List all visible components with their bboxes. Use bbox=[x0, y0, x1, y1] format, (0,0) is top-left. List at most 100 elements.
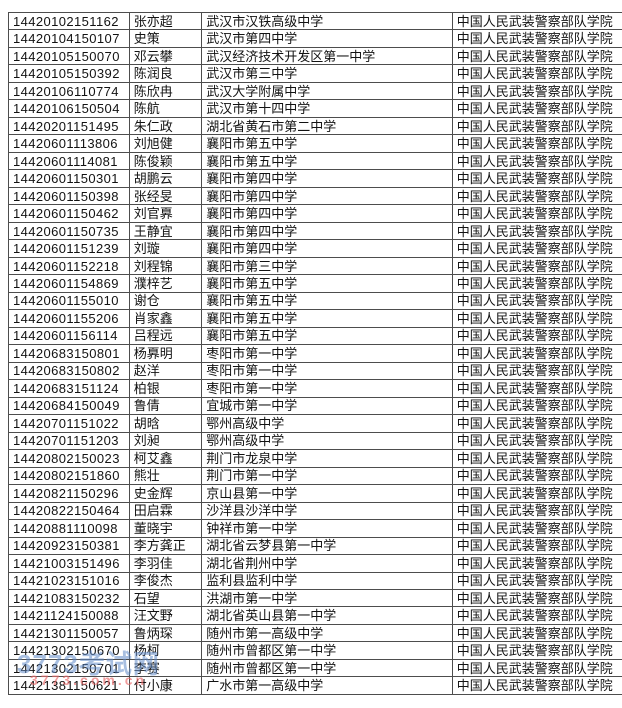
name-cell: 陈欣冉 bbox=[128, 81, 203, 101]
name-cell: 肖家鑫 bbox=[128, 309, 203, 328]
candidate-id-cell: 14420106150504 bbox=[8, 99, 130, 118]
school-cell: 荆门市龙泉中学 bbox=[201, 449, 453, 468]
college-cell: 中国人民武装警察部队学院 bbox=[451, 239, 622, 258]
name-cell: 陈航 bbox=[128, 99, 203, 118]
school-cell: 湖北省黄石市第二中学 bbox=[201, 116, 453, 136]
name-cell: 史策 bbox=[128, 29, 203, 48]
school-cell: 武汉经济技术开发区第一中学 bbox=[201, 46, 453, 66]
table-row: 14420601155010 谢仓 襄阳市第五中学 中国人民武装警察部队学院 bbox=[8, 291, 622, 311]
table-row: 14421023151016 李俊杰 监利县监利中学 中国人民武装警察部队学院 bbox=[8, 571, 622, 590]
college-cell: 中国人民武装警察部队学院 bbox=[451, 658, 622, 678]
school-cell: 湖北省云梦县第一中学 bbox=[201, 536, 453, 556]
candidate-id-cell: 14420601155206 bbox=[8, 309, 130, 328]
college-cell: 中国人民武装警察部队学院 bbox=[451, 64, 622, 83]
candidate-id-cell: 14420822150464 bbox=[8, 501, 130, 521]
table-row: 14420683150801 杨奡明 枣阳市第一中学 中国人民武装警察部队学院 bbox=[8, 344, 622, 363]
college-cell: 中国人民武装警察部队学院 bbox=[451, 379, 622, 398]
school-cell: 鄂州高级中学 bbox=[201, 431, 453, 451]
college-cell: 中国人民武装警察部队学院 bbox=[451, 116, 622, 136]
school-cell: 枣阳市第一中学 bbox=[201, 361, 453, 381]
candidate-id-cell: 14420102151162 bbox=[8, 11, 130, 31]
candidate-id-cell: 14420683150802 bbox=[8, 361, 130, 381]
table-row: 14421003151496 李羽佳 湖北省荆州中学 中国人民武装警察部队学院 bbox=[8, 554, 622, 573]
candidate-id-cell: 14421381150621 bbox=[8, 676, 130, 695]
college-cell: 中国人民武装警察部队学院 bbox=[451, 309, 622, 328]
candidate-id-cell: 14420601150398 bbox=[8, 186, 130, 206]
table-row: 14421083150232 石望 洪湖市第一中学 中国人民武装警察部队学院 bbox=[8, 588, 622, 608]
college-cell: 中国人民武装警察部队学院 bbox=[451, 326, 622, 346]
name-cell: 石望 bbox=[128, 588, 203, 608]
college-cell: 中国人民武装警察部队学院 bbox=[451, 554, 622, 573]
candidate-id-cell: 14421003151496 bbox=[8, 554, 130, 573]
table-row: 14420601152218 刘程锦 襄阳市第三中学 中国人民武装警察部队学院 bbox=[8, 256, 622, 276]
name-cell: 李俊杰 bbox=[128, 571, 203, 590]
college-cell: 中国人民武装警察部队学院 bbox=[451, 29, 622, 48]
name-cell: 刘程锦 bbox=[128, 256, 203, 276]
school-cell: 襄阳市第四中学 bbox=[201, 169, 453, 188]
school-cell: 襄阳市第五中学 bbox=[201, 134, 453, 153]
name-cell: 胡鹏云 bbox=[128, 169, 203, 188]
college-cell: 中国人民武装警察部队学院 bbox=[451, 344, 622, 363]
college-cell: 中国人民武装警察部队学院 bbox=[451, 204, 622, 223]
candidate-id-cell: 14420105150392 bbox=[8, 64, 130, 83]
table-row: 14420601114081 陈俊颖 襄阳市第五中学 中国人民武装警察部队学院 bbox=[8, 151, 622, 171]
name-cell: 刘旭健 bbox=[128, 134, 203, 153]
candidate-id-cell: 14420701151203 bbox=[8, 431, 130, 451]
name-cell: 张亦超 bbox=[128, 11, 203, 31]
candidate-id-cell: 14420802150023 bbox=[8, 449, 130, 468]
name-cell: 陈润良 bbox=[128, 64, 203, 83]
name-cell: 杨柯 bbox=[128, 641, 203, 660]
school-cell: 宜城市第一中学 bbox=[201, 396, 453, 416]
candidate-id-cell: 14420923150381 bbox=[8, 536, 130, 556]
table-row: 14420601156114 吕程远 襄阳市第五中学 中国人民武装警察部队学院 bbox=[8, 326, 622, 346]
table-row: 14420105150392 陈润良 武汉市第三中学 中国人民武装警察部队学院 bbox=[8, 64, 622, 83]
table-row: 14420802150023 柯艾鑫 荆门市龙泉中学 中国人民武装警察部队学院 bbox=[8, 449, 622, 468]
table-row: 14420201151495 朱仁政 湖北省黄石市第二中学 中国人民武装警察部队学院 bbox=[8, 116, 622, 136]
table-row: 14420601150735 王静宜 襄阳市第四中学 中国人民武装警察部队学院 bbox=[8, 221, 622, 241]
college-cell: 中国人民武装警察部队学院 bbox=[451, 81, 622, 101]
candidate-id-cell: 14420701151022 bbox=[8, 414, 130, 433]
candidate-id-cell: 14420104150107 bbox=[8, 29, 130, 48]
candidate-id-cell: 14420601151239 bbox=[8, 239, 130, 258]
college-cell: 中国人民武装警察部队学院 bbox=[451, 606, 622, 625]
table-row: 14420601113806 刘旭健 襄阳市第五中学 中国人民武装警察部队学院 bbox=[8, 134, 622, 153]
candidate-id-cell: 14420601154869 bbox=[8, 274, 130, 293]
name-cell: 杨奡明 bbox=[128, 344, 203, 363]
table-row: 14421381150621 付小康 广水市第一高级中学 中国人民武装警察部队学院 bbox=[8, 676, 622, 695]
school-cell: 随州市第一高级中学 bbox=[201, 623, 453, 643]
candidate-id-cell: 14420683150801 bbox=[8, 344, 130, 363]
college-cell: 中国人民武装警察部队学院 bbox=[451, 676, 622, 695]
table-row: 14420105150070 邓云攀 武汉经济技术开发区第一中学 中国人民武装警察部队… bbox=[8, 46, 622, 66]
name-cell: 刘璇 bbox=[128, 239, 203, 258]
name-cell: 鲁倩 bbox=[128, 396, 203, 416]
college-cell: 中国人民武装警察部队学院 bbox=[451, 466, 622, 486]
table-row: 14420601155206 肖家鑫 襄阳市第五中学 中国人民武装警察部队学院 bbox=[8, 309, 622, 328]
school-cell: 监利县监利中学 bbox=[201, 571, 453, 590]
name-cell: 吕程远 bbox=[128, 326, 203, 346]
school-cell: 襄阳市第五中学 bbox=[201, 326, 453, 346]
college-cell: 中国人民武装警察部队学院 bbox=[451, 396, 622, 416]
college-cell: 中国人民武装警察部队学院 bbox=[451, 291, 622, 311]
table-row: 14420881110098 董晓宇 钟祥市第一中学 中国人民武装警察部队学院 bbox=[8, 519, 622, 538]
name-cell: 汪文野 bbox=[128, 606, 203, 625]
name-cell: 柏银 bbox=[128, 379, 203, 398]
school-cell: 广水市第一高级中学 bbox=[201, 676, 453, 695]
candidate-id-cell: 14421124150088 bbox=[8, 606, 130, 625]
college-cell: 中国人民武装警察部队学院 bbox=[451, 449, 622, 468]
table-row: 14420601150301 胡鹏云 襄阳市第四中学 中国人民武装警察部队学院 bbox=[8, 169, 622, 188]
candidate-id-cell: 14420881110098 bbox=[8, 519, 130, 538]
name-cell: 李方龚正 bbox=[128, 536, 203, 556]
school-cell: 襄阳市第五中学 bbox=[201, 309, 453, 328]
candidate-id-cell: 14421023151016 bbox=[8, 571, 130, 590]
college-cell: 中国人民武装警察部队学院 bbox=[451, 11, 622, 31]
college-cell: 中国人民武装警察部队学院 bbox=[451, 414, 622, 433]
name-cell: 朱仁政 bbox=[128, 116, 203, 136]
candidate-id-cell: 14421083150232 bbox=[8, 588, 130, 608]
candidate-id-cell: 14420601152218 bbox=[8, 256, 130, 276]
school-cell: 襄阳市第三中学 bbox=[201, 256, 453, 276]
school-cell: 襄阳市第四中学 bbox=[201, 221, 453, 241]
school-cell: 武汉大学附属中学 bbox=[201, 81, 453, 101]
name-cell: 李羽佳 bbox=[128, 554, 203, 573]
school-cell: 襄阳市第五中学 bbox=[201, 291, 453, 311]
candidate-id-cell: 14420821150296 bbox=[8, 484, 130, 503]
